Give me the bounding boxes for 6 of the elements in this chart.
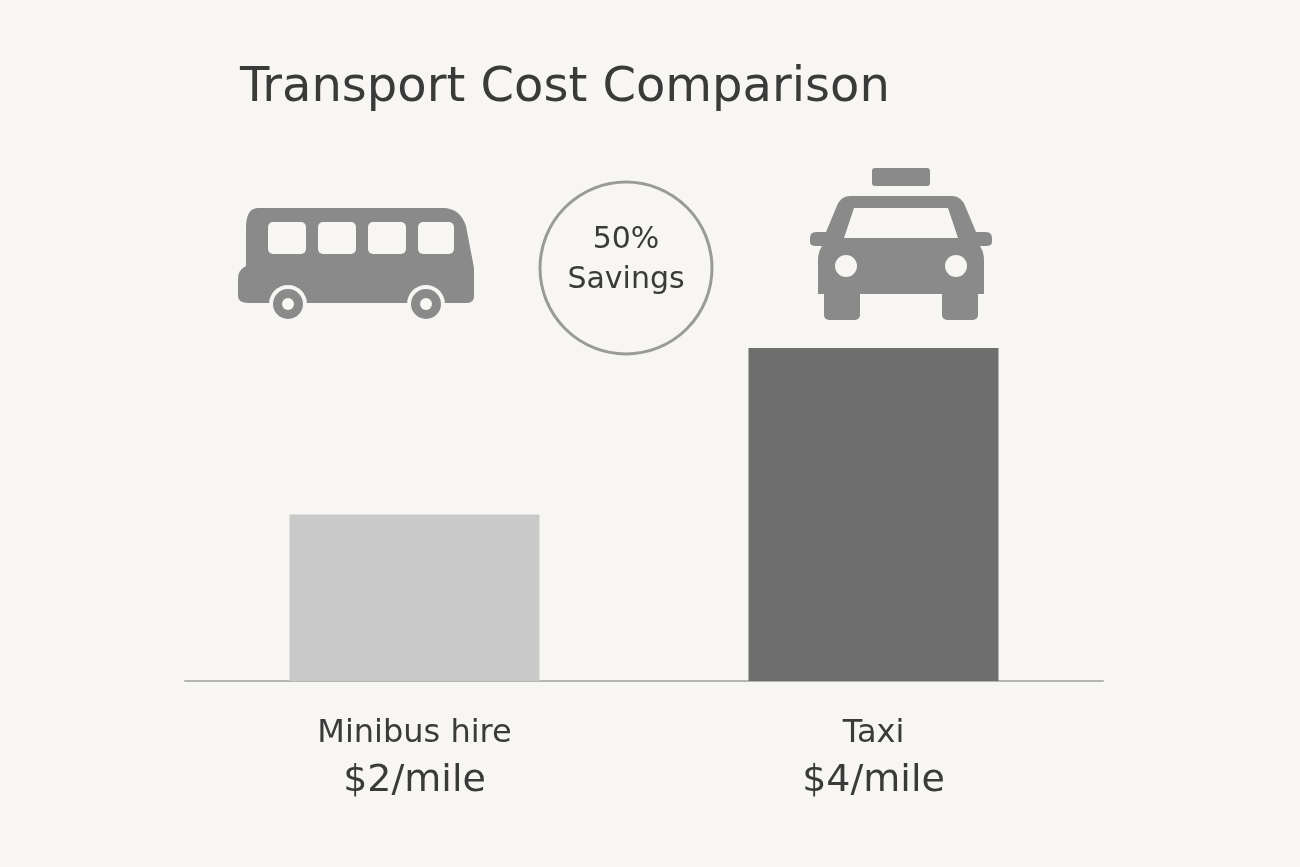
chart-title: Transport Cost Comparison (239, 56, 890, 112)
data-label: $4/mile (802, 756, 945, 800)
text: 50% Savings (566, 219, 686, 297)
x-tick-label: Taxi (841, 712, 905, 750)
data-label: $2/mile (343, 756, 486, 800)
x-tick-label: Minibus hire (317, 712, 512, 750)
